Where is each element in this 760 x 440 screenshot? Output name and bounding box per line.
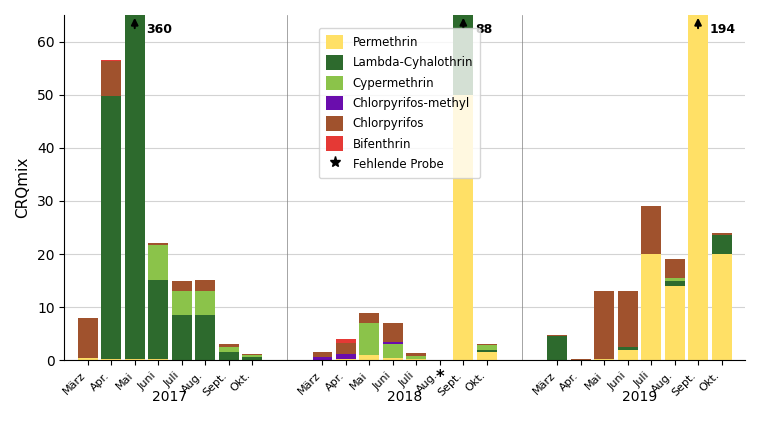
Bar <box>101 359 121 360</box>
Bar <box>664 260 685 278</box>
Bar <box>454 95 473 360</box>
Bar <box>172 315 192 360</box>
Bar <box>148 359 168 360</box>
Bar <box>101 60 121 61</box>
Bar <box>312 357 332 360</box>
Bar <box>688 0 708 15</box>
Bar <box>383 342 403 345</box>
Bar <box>148 243 168 245</box>
Bar <box>125 0 144 14</box>
Bar <box>148 279 168 359</box>
Bar <box>664 278 685 281</box>
Bar <box>477 352 497 360</box>
Bar <box>641 254 661 360</box>
Text: 2018: 2018 <box>387 389 423 403</box>
Bar <box>336 354 356 359</box>
Bar <box>195 280 215 291</box>
Bar <box>359 323 379 355</box>
Bar <box>78 318 98 358</box>
Bar <box>242 355 262 357</box>
Bar <box>618 347 638 350</box>
Bar <box>172 281 192 291</box>
Text: 360: 360 <box>147 23 173 36</box>
Bar <box>407 353 426 356</box>
Bar <box>336 359 356 360</box>
Bar <box>195 315 215 360</box>
Text: *: * <box>435 368 444 386</box>
Bar <box>454 0 473 95</box>
Text: 194: 194 <box>710 23 736 36</box>
Bar <box>477 350 497 352</box>
Bar <box>101 96 121 359</box>
Bar <box>664 281 685 286</box>
Bar <box>219 352 239 360</box>
Bar <box>101 61 121 96</box>
Bar <box>688 15 708 360</box>
Bar <box>359 312 379 323</box>
Bar <box>336 339 356 343</box>
Text: 2017: 2017 <box>152 389 188 403</box>
Bar <box>477 345 497 350</box>
Bar <box>711 235 732 254</box>
Bar <box>78 358 98 360</box>
Bar <box>219 347 239 352</box>
Bar <box>711 254 732 360</box>
Bar <box>547 335 567 337</box>
Bar <box>312 352 332 357</box>
Bar <box>242 357 262 360</box>
Bar <box>407 359 426 360</box>
Bar <box>383 323 403 342</box>
Bar <box>594 359 614 360</box>
Bar <box>407 356 426 359</box>
Legend: Permethrin, Lambda-Cyhalothrin, Cypermethrin, Chlorpyrifos-methyl, Chlorpyrifos,: Permethrin, Lambda-Cyhalothrin, Cypermet… <box>318 28 480 178</box>
Bar <box>359 355 379 360</box>
Bar <box>148 245 168 279</box>
Bar <box>664 286 685 360</box>
Bar <box>125 359 144 360</box>
Bar <box>383 345 403 358</box>
Text: 88: 88 <box>475 23 492 36</box>
Bar <box>125 14 144 359</box>
Bar <box>336 343 356 354</box>
Bar <box>383 358 403 360</box>
Text: 2019: 2019 <box>622 389 657 403</box>
Bar <box>641 206 661 254</box>
Bar <box>571 359 591 360</box>
Y-axis label: CRQmix: CRQmix <box>15 157 30 218</box>
Bar <box>195 291 215 315</box>
Bar <box>242 354 262 355</box>
Bar <box>618 291 638 347</box>
Bar <box>219 345 239 347</box>
Bar <box>594 291 614 359</box>
Bar <box>547 337 567 360</box>
Bar <box>172 291 192 315</box>
Bar <box>711 233 732 235</box>
Bar <box>618 350 638 360</box>
